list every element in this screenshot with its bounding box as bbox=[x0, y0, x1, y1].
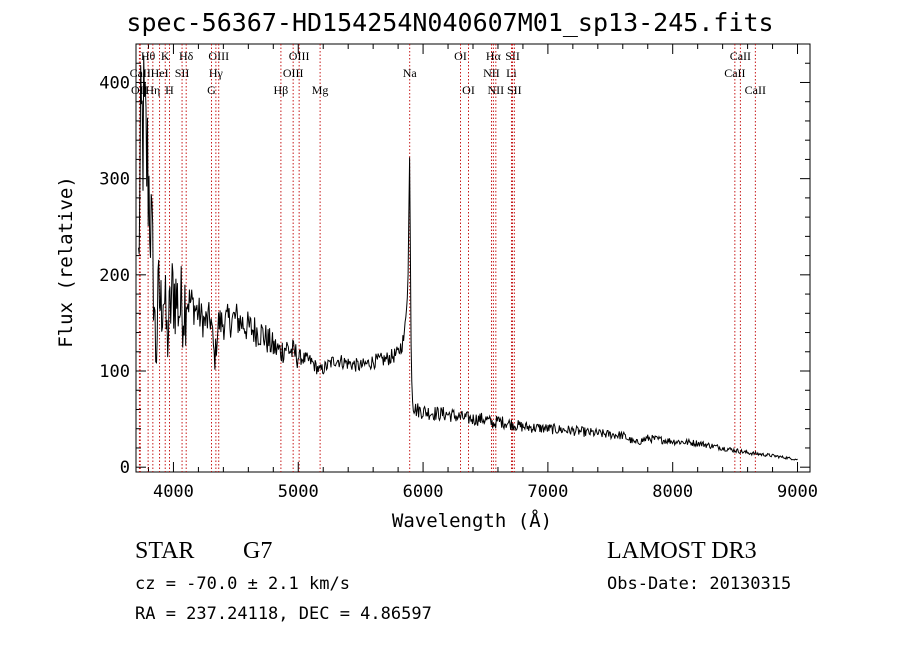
spectral-line-label: CaII bbox=[724, 66, 745, 80]
y-tick-label: 400 bbox=[99, 73, 130, 93]
spectral-line-label: OIII bbox=[289, 49, 310, 63]
spectral-line-label: K bbox=[161, 49, 170, 63]
y-tick-label: 300 bbox=[99, 170, 130, 190]
spectral-line-label: Hη bbox=[145, 83, 160, 97]
object-subclass: G7 bbox=[243, 538, 273, 564]
spectral-line-label: HeI bbox=[151, 66, 169, 80]
redshift-velocity: cz = -70.0 ± 2.1 km/s bbox=[135, 574, 350, 594]
spectral-line-label: Hθ bbox=[141, 49, 156, 63]
spectral-line-label: Hα bbox=[486, 49, 502, 63]
spectral-line-label: OIII bbox=[208, 49, 229, 63]
object-class: STAR bbox=[135, 538, 195, 564]
x-tick-label: 4000 bbox=[153, 482, 194, 502]
spectral-line-label: SII bbox=[175, 66, 190, 80]
plot-frame bbox=[135, 43, 811, 473]
spectral-line-label: G bbox=[207, 83, 216, 97]
spectral-line-label: SII bbox=[505, 49, 520, 63]
spectrum-line bbox=[138, 55, 798, 461]
x-tick-label: 7000 bbox=[527, 482, 568, 502]
spectral-line-label: NII bbox=[483, 66, 500, 80]
spectral-line-label: SII bbox=[507, 83, 522, 97]
spectral-line-label: NII bbox=[488, 83, 505, 97]
spectral-line-label: Hδ bbox=[179, 49, 194, 63]
chart-title: spec-56367-HD154254N040607M01_sp13-245.f… bbox=[126, 8, 774, 37]
spectral-line-label: Hγ bbox=[209, 66, 224, 80]
spectral-line-label: CaII bbox=[745, 83, 766, 97]
y-axis-label: Flux (relative) bbox=[55, 176, 77, 348]
x-tick-label: 8000 bbox=[652, 482, 693, 502]
spectral-line-label: CaII bbox=[730, 49, 751, 63]
y-tick-label: 200 bbox=[99, 266, 130, 286]
spectral-line-label: Hβ bbox=[274, 83, 289, 97]
x-tick-label: 9000 bbox=[777, 482, 818, 502]
observation-date: Obs-Date: 20130315 bbox=[607, 574, 792, 594]
ra-dec-coordinates: RA = 237.24118, DEC = 4.86597 bbox=[135, 604, 432, 624]
spectral-line-label: OIII bbox=[283, 66, 304, 80]
x-tick-label: 6000 bbox=[403, 482, 444, 502]
spectral-line-label: OI bbox=[462, 83, 475, 97]
x-axis-label: Wavelength (Å) bbox=[391, 510, 553, 532]
x-tick-label: 5000 bbox=[278, 482, 319, 502]
spectral-line-label: OI bbox=[454, 49, 467, 63]
spectral-line-label: Li bbox=[506, 66, 517, 80]
spectral-line-label: H bbox=[165, 83, 174, 97]
survey-name: LAMOST DR3 bbox=[607, 538, 757, 564]
y-tick-label: 100 bbox=[99, 362, 130, 382]
spectral-line-label: Mg bbox=[312, 83, 329, 97]
y-tick-label: 0 bbox=[120, 458, 130, 478]
spectral-line-label: Na bbox=[403, 66, 418, 80]
